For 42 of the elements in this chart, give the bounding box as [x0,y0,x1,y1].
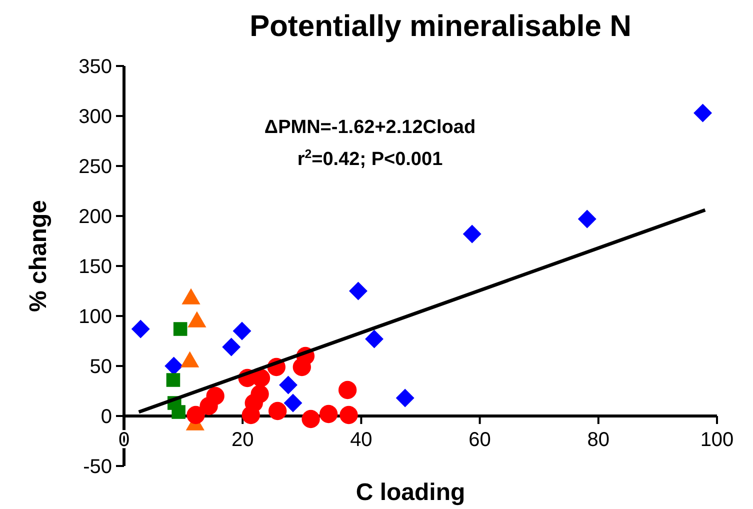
point [349,282,368,300]
chart-title: Potentially mineralisable N [250,10,632,43]
point [319,404,338,424]
point [164,356,184,376]
point [268,402,287,420]
point [396,388,414,408]
y-axis-title: % change [25,200,52,312]
point [365,330,384,348]
annotation: r$^{2}$=0.42; P<0.001 [297,147,444,170]
y-tick-label: 50 [90,356,112,378]
point [302,410,320,428]
y-tick-label: 350 [78,56,112,78]
x-axis-title: C loading [356,479,466,506]
point [694,104,712,122]
annotation: ΔPMN=-1.62+2.12Cload [264,117,476,138]
point [172,405,186,419]
x-tick-label: 40 [350,429,372,451]
y-tick-label: 200 [78,206,112,228]
point [578,210,596,228]
point [206,386,224,406]
point [222,338,241,356]
point [186,406,205,424]
x-tick-label: 20 [231,429,254,451]
y-tick-label: 250 [78,156,112,178]
y-tick-label: 300 [78,106,112,128]
x-tick-label: 80 [587,429,610,451]
point [338,380,357,400]
point [131,320,150,338]
point [340,406,358,424]
y-tick-label: 0 [100,406,112,428]
y-tick-label: 100 [78,306,112,328]
point [242,406,260,424]
x-tick-label: 100 [700,429,734,451]
y-tick-label: -50 [83,456,112,478]
y-tick-label: 150 [78,256,112,278]
point [166,373,180,387]
point [279,376,298,394]
point [232,322,252,340]
x-tick-label: 60 [468,429,491,451]
point [173,322,188,336]
point [284,394,302,412]
point [462,224,482,244]
